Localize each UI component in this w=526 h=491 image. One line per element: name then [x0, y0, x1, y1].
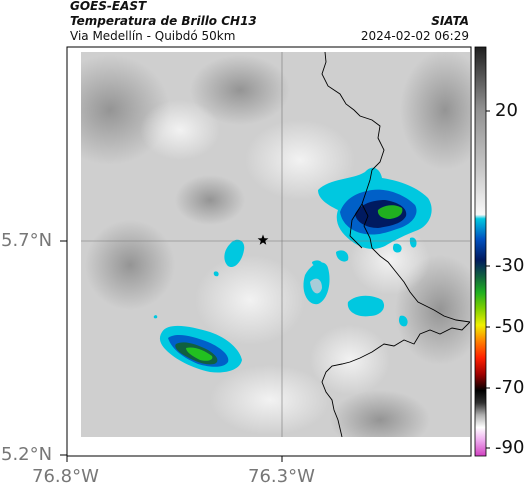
cloud-cluster-west: [213, 239, 245, 277]
y-tick-label: 5.7°N: [1, 230, 53, 251]
title-line-1: GOES-EAST: [70, 0, 147, 13]
colorbar-tick-label: -70: [495, 377, 525, 398]
colorbar-tick-label: -90: [495, 437, 525, 458]
timestamp: 2024-02-02 06:29: [360, 29, 469, 43]
boundary-line: [321, 52, 470, 323]
colorbar: [474, 46, 487, 457]
cloud-cluster-center: [303, 250, 408, 327]
boundary-line-south: [321, 321, 470, 437]
imagery-layer: [81, 52, 470, 437]
y-tick-label: 5.2°N: [1, 444, 53, 465]
x-tick-label: 76.3°W: [248, 466, 315, 487]
brand-label: SIATA: [431, 14, 469, 28]
cloud-cluster-southwest: [153, 315, 242, 373]
colorbar-tick-label: -50: [495, 316, 525, 337]
title-line-2: Temperatura de Brillo CH13: [70, 14, 257, 28]
x-tick-label: 76.8°W: [32, 466, 99, 487]
colorbar-tick-label: 20: [495, 100, 518, 121]
colorbar-tick-label: -30: [495, 255, 525, 276]
subtitle: Via Medellín - Quibdó 50km: [70, 29, 236, 43]
cloud-cluster-east: [318, 167, 432, 253]
star-icon: [257, 234, 269, 245]
